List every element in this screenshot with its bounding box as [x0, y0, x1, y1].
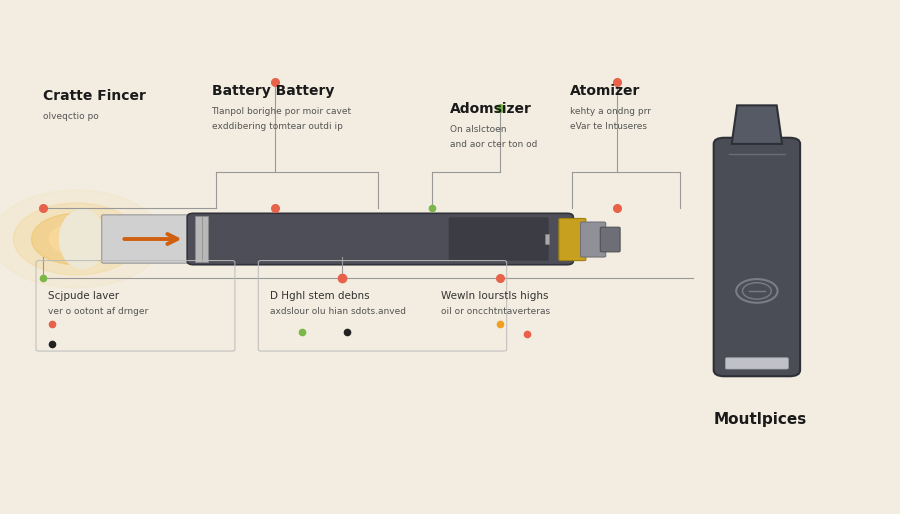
- Text: On alslctoen: On alslctoen: [450, 124, 507, 134]
- Bar: [202, 216, 208, 262]
- Ellipse shape: [59, 209, 106, 268]
- FancyBboxPatch shape: [102, 215, 195, 263]
- Text: D Hghl stem debns: D Hghl stem debns: [270, 291, 370, 301]
- Text: kehty a ondng prr: kehty a ondng prr: [570, 106, 651, 116]
- Text: ver o ootont af drnger: ver o ootont af drnger: [48, 307, 148, 316]
- FancyBboxPatch shape: [187, 213, 573, 265]
- Circle shape: [14, 203, 140, 275]
- Text: Tlanpol borighe por moir cavet: Tlanpol borighe por moir cavet: [212, 106, 352, 116]
- Bar: [195, 216, 202, 262]
- FancyBboxPatch shape: [559, 218, 586, 261]
- FancyBboxPatch shape: [600, 227, 620, 252]
- Text: Moutlpices: Moutlpices: [714, 412, 807, 427]
- Text: Wewln lourstls highs: Wewln lourstls highs: [441, 291, 548, 301]
- FancyBboxPatch shape: [580, 222, 606, 257]
- FancyBboxPatch shape: [448, 217, 549, 261]
- Text: Cratte Fincer: Cratte Fincer: [43, 89, 146, 103]
- Text: Atomizer: Atomizer: [570, 84, 640, 98]
- Text: oil or oncchtntaverteras: oil or oncchtntaverteras: [441, 307, 550, 316]
- FancyBboxPatch shape: [725, 358, 788, 369]
- Text: Battery Battery: Battery Battery: [212, 84, 334, 98]
- Text: Adomsizer: Adomsizer: [450, 102, 532, 116]
- FancyBboxPatch shape: [714, 138, 800, 376]
- Text: axdslour olu hian sdots.anved: axdslour olu hian sdots.anved: [270, 307, 406, 316]
- Text: Scjpude laver: Scjpude laver: [48, 291, 119, 301]
- Circle shape: [32, 213, 122, 265]
- Text: olveqctio po: olveqctio po: [43, 112, 99, 121]
- Circle shape: [0, 190, 162, 288]
- Text: and aor cter ton od: and aor cter ton od: [450, 140, 537, 149]
- Text: exddibering tomtear outdi ip: exddibering tomtear outdi ip: [212, 122, 342, 131]
- Text: eVar te Intuseres: eVar te Intuseres: [570, 122, 647, 131]
- Bar: [544, 234, 549, 244]
- Polygon shape: [732, 105, 782, 144]
- Circle shape: [50, 224, 104, 254]
